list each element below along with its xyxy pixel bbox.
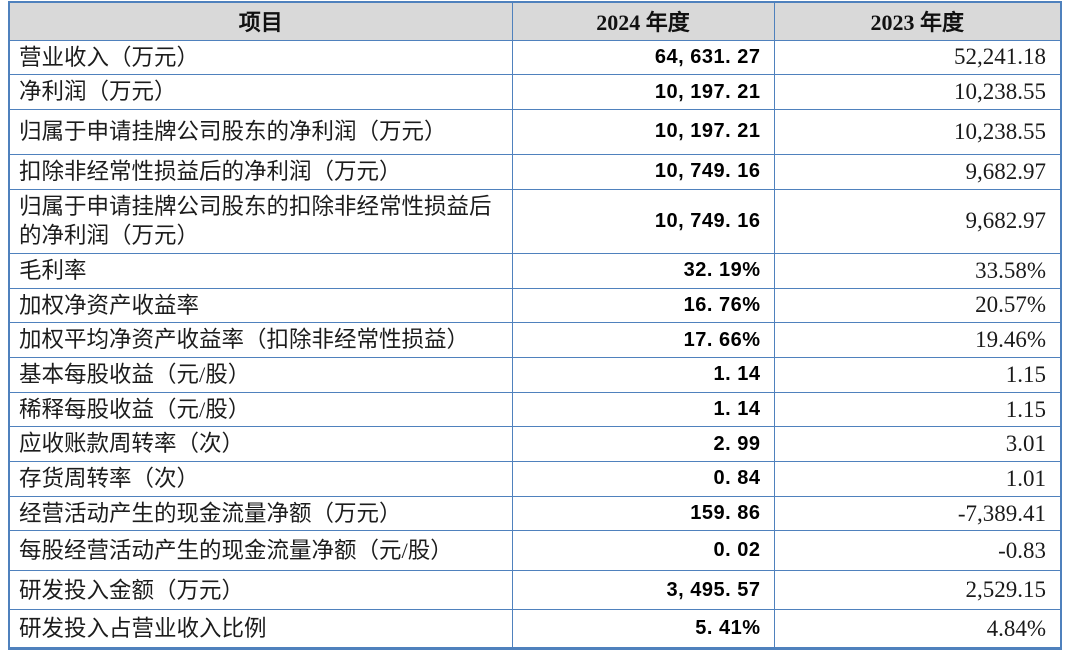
column-header-2023: 2023 年度: [773, 1, 1062, 41]
table-row: 归属于申请挂牌公司股东的净利润（万元） 10, 197. 21 10,238.5…: [8, 108, 1062, 155]
table-row: 加权平均净资产收益率（扣除非经常性损益） 17. 66% 19.46%: [8, 322, 1062, 358]
value-2024-cell: 159. 86: [511, 495, 775, 532]
table-row: 应收账款周转率（次） 2. 99 3.01: [8, 426, 1062, 463]
value-2024-cell: 10, 197. 21: [511, 108, 775, 155]
value-2024-cell: 0. 84: [511, 461, 775, 497]
value-2024-cell: 17. 66%: [511, 322, 775, 358]
table-row: 毛利率 32. 19% 33.58%: [8, 252, 1062, 289]
item-cell: 净利润（万元）: [8, 74, 513, 110]
item-cell: 应收账款周转率（次）: [8, 426, 513, 463]
table-body: 营业收入（万元） 64, 631. 27 52,241.18 净利润（万元） 1…: [8, 39, 1062, 650]
item-cell: 经营活动产生的现金流量净额（万元）: [8, 495, 513, 532]
table-row: 经营活动产生的现金流量净额（万元） 159. 86 -7,389.41: [8, 495, 1062, 532]
table-row: 研发投入占营业收入比例 5. 41% 4.84%: [8, 609, 1062, 650]
value-2024-cell: 1. 14: [511, 391, 775, 428]
value-2023-cell: -0.83: [773, 530, 1062, 572]
financial-summary-table: 项目 2024 年度 2023 年度 营业收入（万元） 64, 631. 27 …: [8, 1, 1062, 650]
column-header-item: 项目: [8, 1, 513, 41]
value-2023-cell: 9,682.97: [773, 188, 1062, 254]
value-2024-cell: 0. 02: [511, 530, 775, 572]
value-2023-cell: 1.15: [773, 391, 1062, 428]
item-cell: 归属于申请挂牌公司股东的扣除非经常性损益后的净利润（万元）: [8, 188, 513, 254]
value-2024-cell: 5. 41%: [511, 609, 775, 650]
item-cell: 扣除非经常性损益后的净利润（万元）: [8, 153, 513, 190]
value-2024-cell: 2. 99: [511, 426, 775, 463]
table-row: 存货周转率（次） 0. 84 1.01: [8, 461, 1062, 497]
item-cell: 存货周转率（次）: [8, 461, 513, 497]
item-cell: 毛利率: [8, 252, 513, 289]
value-2023-cell: 10,238.55: [773, 108, 1062, 155]
value-2024-cell: 10, 749. 16: [511, 153, 775, 190]
value-2023-cell: 52,241.18: [773, 39, 1062, 76]
item-cell: 基本每股收益（元/股）: [8, 357, 513, 393]
value-2023-cell: 4.84%: [773, 609, 1062, 650]
item-cell: 归属于申请挂牌公司股东的净利润（万元）: [8, 108, 513, 155]
item-cell: 每股经营活动产生的现金流量净额（元/股）: [8, 530, 513, 572]
value-2024-cell: 10, 749. 16: [511, 188, 775, 254]
table-row: 稀释每股收益（元/股） 1. 14 1.15: [8, 391, 1062, 428]
value-2023-cell: 20.57%: [773, 287, 1062, 324]
item-cell: 加权净资产收益率: [8, 287, 513, 324]
table-row: 营业收入（万元） 64, 631. 27 52,241.18: [8, 39, 1062, 76]
column-header-2024: 2024 年度: [511, 1, 775, 41]
table-row: 每股经营活动产生的现金流量净额（元/股） 0. 02 -0.83: [8, 530, 1062, 572]
value-2023-cell: 9,682.97: [773, 153, 1062, 190]
value-2024-cell: 32. 19%: [511, 252, 775, 289]
value-2023-cell: 10,238.55: [773, 74, 1062, 110]
value-2024-cell: 3, 495. 57: [511, 570, 775, 611]
table-row: 扣除非经常性损益后的净利润（万元） 10, 749. 16 9,682.97: [8, 153, 1062, 190]
financial-summary-table-wrap: 项目 2024 年度 2023 年度 营业收入（万元） 64, 631. 27 …: [8, 1, 1062, 650]
value-2023-cell: 19.46%: [773, 322, 1062, 358]
value-2023-cell: -7,389.41: [773, 495, 1062, 532]
value-2023-cell: 33.58%: [773, 252, 1062, 289]
value-2024-cell: 64, 631. 27: [511, 39, 775, 76]
header-row: 项目 2024 年度 2023 年度: [8, 1, 1062, 41]
value-2023-cell: 1.01: [773, 461, 1062, 497]
table-row: 净利润（万元） 10, 197. 21 10,238.55: [8, 74, 1062, 110]
value-2023-cell: 2,529.15: [773, 570, 1062, 611]
table-row: 归属于申请挂牌公司股东的扣除非经常性损益后的净利润（万元） 10, 749. 1…: [8, 188, 1062, 254]
item-cell: 加权平均净资产收益率（扣除非经常性损益）: [8, 322, 513, 358]
item-cell: 研发投入占营业收入比例: [8, 609, 513, 650]
table-row: 基本每股收益（元/股） 1. 14 1.15: [8, 357, 1062, 393]
value-2024-cell: 1. 14: [511, 357, 775, 393]
value-2024-cell: 16. 76%: [511, 287, 775, 324]
item-cell: 营业收入（万元）: [8, 39, 513, 76]
value-2023-cell: 3.01: [773, 426, 1062, 463]
value-2023-cell: 1.15: [773, 357, 1062, 393]
table-row: 加权净资产收益率 16. 76% 20.57%: [8, 287, 1062, 324]
table-row: 研发投入金额（万元） 3, 495. 57 2,529.15: [8, 570, 1062, 611]
item-cell: 研发投入金额（万元）: [8, 570, 513, 611]
item-cell: 稀释每股收益（元/股）: [8, 391, 513, 428]
value-2024-cell: 10, 197. 21: [511, 74, 775, 110]
